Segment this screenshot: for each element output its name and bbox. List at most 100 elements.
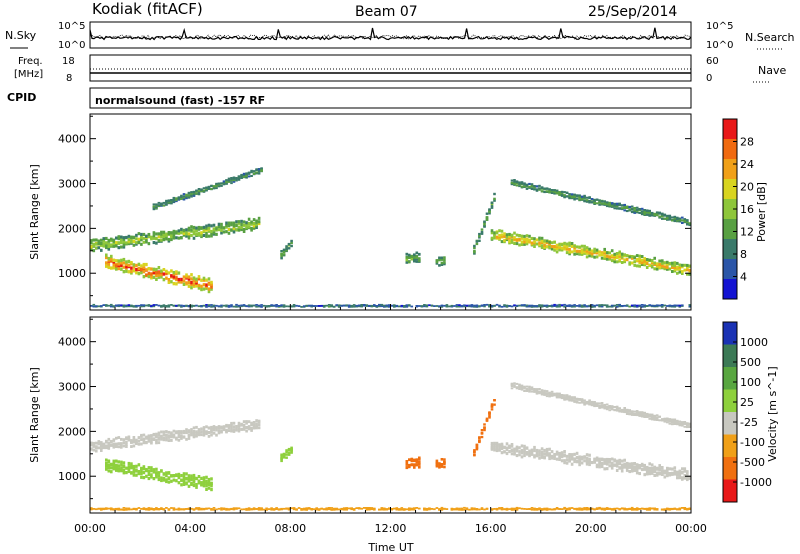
- heatmap-cell: [132, 444, 136, 448]
- heatmap-cell: [613, 458, 616, 462]
- heatmap-cell: [250, 304, 253, 307]
- heatmap-cell: [648, 413, 651, 416]
- heatmap-cell: [618, 207, 621, 210]
- heatmap-cell: [683, 421, 687, 423]
- heatmap-cell: [95, 305, 98, 307]
- heatmap-cell: [525, 388, 529, 390]
- heatmap-cell: [107, 239, 111, 243]
- heatmap-cell: [190, 482, 193, 486]
- heatmap-cell: [255, 219, 258, 223]
- heatmap-cell: [162, 234, 166, 238]
- heatmap-cell: [628, 412, 631, 415]
- heatmap-cell: [207, 229, 211, 233]
- heatmap-cell: [242, 172, 246, 175]
- heatmap-cell: [207, 304, 211, 306]
- heatmap-cell: [523, 444, 526, 448]
- heatmap-cell: [252, 423, 256, 427]
- heatmap-cell: [200, 278, 203, 282]
- colorbar-segment: [723, 219, 737, 240]
- heatmap-cell: [593, 255, 596, 259]
- heatmap-cell: [545, 450, 549, 454]
- heatmap-cell: [120, 241, 123, 245]
- heatmap-cell: [185, 232, 188, 236]
- heatmap-cell: [265, 507, 268, 510]
- heatmap-cell: [192, 193, 196, 196]
- heatmap-cell: [686, 272, 689, 276]
- heatmap-cell: [383, 305, 386, 308]
- heatmap-cell: [658, 215, 661, 218]
- heatmap-cell: [678, 473, 682, 477]
- heatmap-cell: [613, 508, 616, 511]
- heatmap-cell: [635, 254, 639, 258]
- heatmap-cell: [530, 237, 534, 241]
- heatmap-cell: [115, 445, 118, 448]
- heatmap-cell: [242, 227, 246, 231]
- heatmap-cell: [105, 261, 108, 265]
- heatmap-cell: [678, 508, 682, 511]
- heatmap-cell: [480, 431, 484, 435]
- heatmap-cell: [488, 208, 491, 211]
- heatmap-cell: [320, 305, 323, 307]
- heatmap-cell: [182, 228, 186, 232]
- heatmap-cell: [160, 478, 163, 483]
- heatmap-cell: [202, 283, 206, 287]
- heatmap-cell: [185, 275, 188, 279]
- heatmap-cell: [207, 282, 211, 286]
- heatmap-cell: [418, 252, 421, 256]
- heatmap-cell: [653, 212, 656, 215]
- x-tick-label: 00:00: [675, 522, 707, 535]
- heatmap-cell: [671, 261, 674, 265]
- heatmap-cell: [227, 180, 231, 183]
- heatmap-cell: [603, 304, 606, 307]
- heatmap-cell: [405, 255, 409, 259]
- heatmap-cell: [630, 205, 634, 208]
- heatmap-cell: [525, 305, 529, 308]
- heatmap-cell: [330, 304, 333, 307]
- heatmap-cell: [327, 508, 331, 511]
- heatmap-cell: [197, 188, 201, 190]
- heatmap-cell: [162, 238, 166, 242]
- heatmap-cell: [418, 507, 421, 510]
- heatmap-cell: [425, 305, 429, 308]
- heatmap-cell: [558, 244, 561, 248]
- heatmap-cell: [653, 305, 656, 307]
- heatmap-cell: [160, 235, 163, 239]
- heatmap-cell: [247, 507, 251, 510]
- heatmap-cell: [633, 468, 636, 472]
- heatmap-cell: [540, 391, 544, 393]
- heatmap-cell: [573, 244, 576, 248]
- heatmap-cell: [185, 437, 188, 441]
- heatmap-cell: [638, 211, 641, 214]
- heatmap-cell: [473, 249, 476, 253]
- heatmap-cell: [222, 180, 226, 183]
- heatmap-cell: [578, 198, 581, 201]
- heatmap-cell: [125, 508, 128, 511]
- colorbar-segment: [723, 412, 737, 435]
- heatmap-cell: [666, 467, 669, 471]
- heatmap-cell: [495, 444, 499, 448]
- heatmap-cell: [630, 465, 634, 469]
- heatmap-cell: [628, 465, 631, 469]
- heatmap-cell: [170, 201, 173, 204]
- heatmap-cell: [410, 254, 414, 258]
- heatmap-cell: [167, 471, 171, 475]
- power-y-axis-label: Slant Range [km]: [28, 164, 41, 260]
- heatmap-cell: [610, 249, 614, 253]
- heatmap-cell: [666, 472, 669, 476]
- heatmap-cell: [105, 304, 108, 306]
- heatmap-cell: [363, 507, 366, 509]
- heatmap-cell: [170, 439, 173, 442]
- heatmap-cell: [550, 390, 554, 393]
- heatmap-cell: [337, 306, 341, 308]
- heatmap-cell: [603, 458, 606, 462]
- heatmap-cell: [130, 266, 133, 270]
- heatmap-cell: [210, 304, 213, 306]
- heatmap-cell: [550, 450, 554, 454]
- heatmap-cell: [162, 433, 166, 437]
- heatmap-cell: [162, 304, 166, 307]
- heatmap-cell: [443, 256, 446, 259]
- heatmap-cell: [548, 393, 551, 396]
- colorbar-tick-label: 8: [740, 248, 747, 261]
- heatmap-cell: [580, 251, 584, 254]
- heatmap-cell: [130, 471, 133, 475]
